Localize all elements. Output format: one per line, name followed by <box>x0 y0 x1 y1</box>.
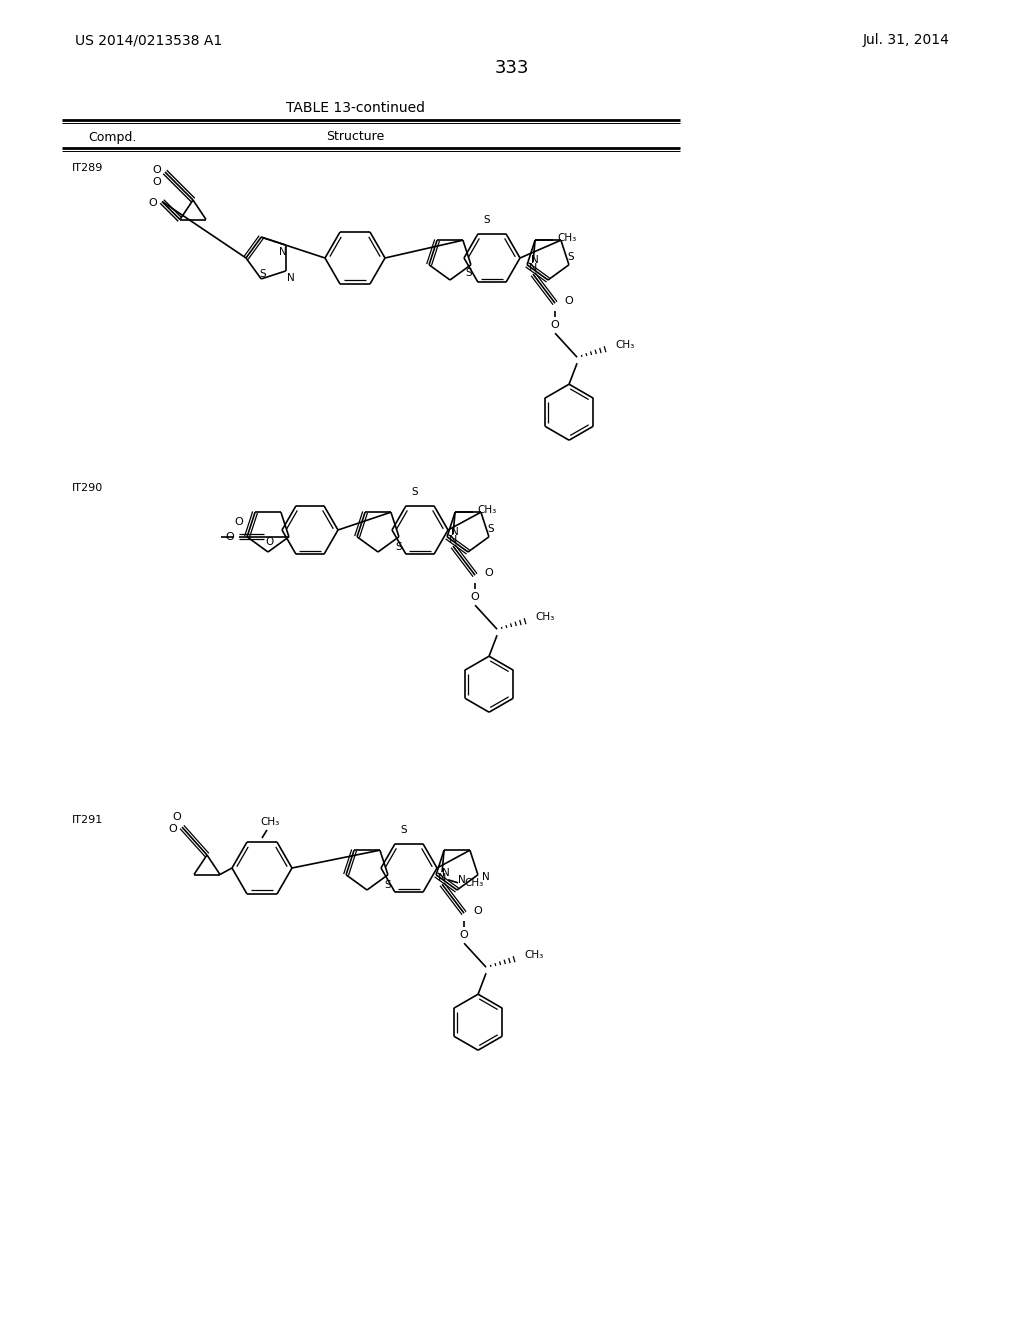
Text: O: O <box>153 177 162 187</box>
Text: O: O <box>564 296 573 306</box>
Text: TABLE 13-continued: TABLE 13-continued <box>286 102 425 115</box>
Text: US 2014/0213538 A1: US 2014/0213538 A1 <box>75 33 222 48</box>
Text: CH₃: CH₃ <box>557 234 577 243</box>
Text: 333: 333 <box>495 59 529 77</box>
Text: Compd.: Compd. <box>88 131 136 144</box>
Text: N: N <box>442 867 450 878</box>
Text: O: O <box>173 812 181 822</box>
Text: O: O <box>234 517 244 527</box>
Text: O: O <box>153 165 162 176</box>
Text: O: O <box>148 198 158 209</box>
Text: O: O <box>225 532 233 541</box>
Text: Jul. 31, 2014: Jul. 31, 2014 <box>863 33 950 48</box>
Text: S: S <box>259 269 265 279</box>
Text: O: O <box>460 931 468 940</box>
Text: S: S <box>567 252 574 261</box>
Text: CH₃: CH₃ <box>477 506 497 515</box>
Text: N: N <box>531 255 539 265</box>
Text: N: N <box>528 263 538 273</box>
Text: O: O <box>471 593 479 602</box>
Text: S: S <box>466 268 472 277</box>
Text: O: O <box>169 824 177 834</box>
Text: N: N <box>438 874 446 883</box>
Text: N: N <box>449 535 458 545</box>
Text: N: N <box>458 875 466 884</box>
Text: CH₃: CH₃ <box>536 612 554 622</box>
Text: CH₃: CH₃ <box>260 817 280 828</box>
Text: CH₃: CH₃ <box>464 878 483 888</box>
Text: O: O <box>474 907 482 916</box>
Text: O: O <box>551 321 559 330</box>
Text: S: S <box>483 215 490 224</box>
Text: N: N <box>279 247 287 257</box>
Text: O: O <box>484 568 494 578</box>
Text: S: S <box>487 524 495 533</box>
Text: IT291: IT291 <box>72 814 103 825</box>
Text: S: S <box>395 541 402 552</box>
Text: N: N <box>452 527 459 537</box>
Text: O: O <box>266 537 274 546</box>
Text: N: N <box>482 871 489 882</box>
Text: CH₃: CH₃ <box>615 341 634 350</box>
Text: S: S <box>385 880 391 890</box>
Text: N: N <box>287 273 295 282</box>
Text: Structure: Structure <box>326 131 384 144</box>
Text: S: S <box>400 825 408 836</box>
Text: IT290: IT290 <box>72 483 103 492</box>
Text: S: S <box>412 487 419 498</box>
Text: CH₃: CH₃ <box>524 950 544 960</box>
Text: IT289: IT289 <box>72 162 103 173</box>
